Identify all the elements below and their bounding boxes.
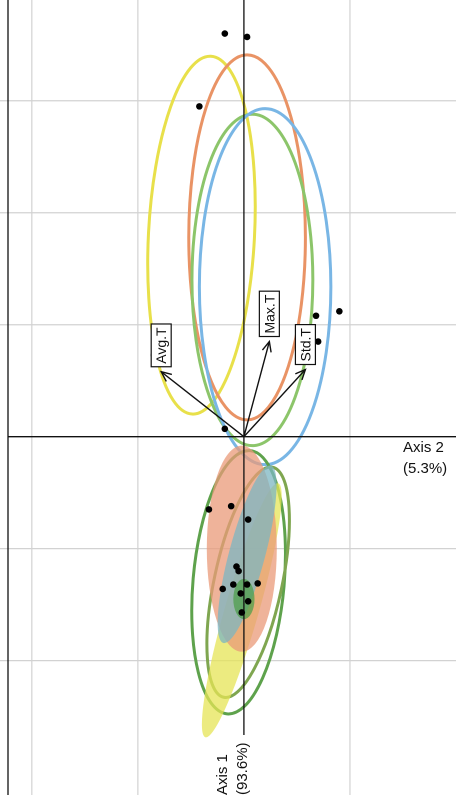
data-point bbox=[244, 597, 252, 605]
vertical-axis-variance: (93.6%) bbox=[234, 742, 251, 795]
ellipse-layer bbox=[146, 53, 333, 738]
data-point bbox=[243, 33, 251, 41]
vector-label-box bbox=[258, 290, 280, 338]
confidence-ellipse bbox=[190, 112, 315, 448]
horizontal-axis-variance: (5.3%) bbox=[403, 460, 447, 477]
data-point bbox=[235, 567, 242, 575]
data-point bbox=[221, 425, 229, 433]
loading-vector: Avg.T bbox=[150, 323, 245, 438]
confidence-ellipse bbox=[197, 107, 333, 467]
confidence-ellipse bbox=[146, 54, 257, 416]
data-point bbox=[227, 502, 235, 510]
data-point bbox=[244, 516, 252, 523]
data-point bbox=[243, 581, 251, 588]
vector-arrow-head bbox=[159, 370, 173, 382]
vector-arrow-head bbox=[261, 339, 272, 353]
vector-label-text: Std.T bbox=[297, 328, 313, 362]
vector-arrow-line bbox=[243, 341, 271, 437]
data-point bbox=[238, 609, 246, 616]
vertical-axis-label: Axis 1 bbox=[214, 754, 231, 795]
data-point bbox=[219, 585, 226, 593]
data-point bbox=[254, 580, 261, 587]
vector-label: Avg.T bbox=[150, 323, 172, 368]
confidence-ellipse-filled bbox=[217, 465, 277, 644]
data-point bbox=[230, 581, 237, 588]
point-layer bbox=[150, 30, 343, 616]
data-point bbox=[221, 30, 229, 37]
loading-vector: Max.T bbox=[243, 290, 280, 437]
vector-label-text: Avg.T bbox=[153, 327, 169, 364]
vector-arrow-line bbox=[160, 371, 245, 438]
horizontal-axis-label: Axis 2 bbox=[403, 439, 444, 456]
vector-label-text: Max.T bbox=[261, 294, 277, 333]
vector-layer: Avg.T Max.T Std.T bbox=[150, 290, 317, 438]
vector-arrow-line bbox=[243, 369, 306, 438]
vector-label: Std.T bbox=[294, 324, 317, 366]
vector-label: Max.T bbox=[258, 290, 280, 338]
data-point bbox=[237, 590, 245, 597]
vector-label-box bbox=[294, 324, 317, 366]
data-point bbox=[312, 312, 320, 320]
data-point bbox=[314, 338, 322, 345]
confidence-ellipse bbox=[187, 53, 307, 422]
vector-arrow-head bbox=[295, 368, 307, 381]
data-point bbox=[196, 103, 203, 110]
loading-vector: Std.T bbox=[243, 324, 317, 438]
data-point bbox=[336, 307, 343, 315]
data-point bbox=[205, 506, 213, 513]
vector-label-box bbox=[150, 323, 172, 368]
